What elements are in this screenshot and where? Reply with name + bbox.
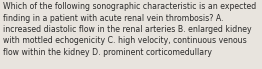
Text: Which of the following sonographic characteristic is an expected
finding in a pa: Which of the following sonographic chara… bbox=[3, 2, 256, 57]
